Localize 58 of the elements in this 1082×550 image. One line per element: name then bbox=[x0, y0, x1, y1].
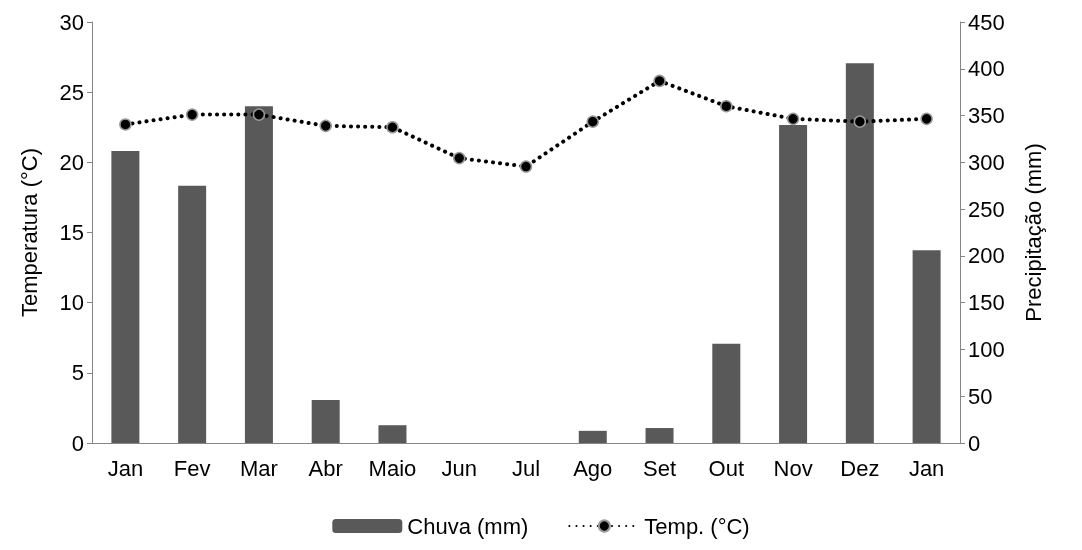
point bbox=[386, 121, 399, 134]
bar bbox=[111, 151, 140, 443]
y-tick-label: 30 bbox=[59, 9, 84, 35]
x-tick-label: Fev bbox=[173, 455, 211, 481]
bar bbox=[712, 343, 741, 443]
bar bbox=[912, 250, 941, 443]
y2-tick-label: 0 bbox=[968, 430, 981, 456]
y2-tick-label: 300 bbox=[968, 149, 1005, 175]
point bbox=[185, 108, 199, 121]
point bbox=[586, 115, 600, 128]
y-tick-label: 10 bbox=[59, 290, 84, 316]
y2-tick-label: 250 bbox=[968, 196, 1005, 222]
x-tick-label: Ago bbox=[573, 455, 613, 481]
y2-tick-label: 150 bbox=[968, 290, 1005, 316]
bar bbox=[244, 106, 273, 443]
x-tick-label: Jan bbox=[908, 455, 945, 481]
point bbox=[920, 112, 933, 126]
y-axis-title: Temperatura (°C) bbox=[16, 148, 42, 317]
point bbox=[252, 108, 266, 121]
x-tick-label: Nov bbox=[773, 455, 813, 481]
x-tick-label: Out bbox=[708, 455, 745, 481]
bar bbox=[845, 63, 874, 443]
point bbox=[319, 119, 332, 133]
x-tick-label: Jan bbox=[107, 455, 144, 481]
point bbox=[519, 160, 533, 173]
bar bbox=[311, 399, 340, 443]
y2-tick-label: 200 bbox=[968, 243, 1005, 269]
legend-label: Temp. (°C) bbox=[644, 513, 750, 539]
point bbox=[786, 112, 800, 126]
bar bbox=[178, 185, 207, 443]
x-tick-label: Abr bbox=[308, 455, 343, 481]
point bbox=[653, 74, 666, 88]
y-tick-label: 5 bbox=[71, 360, 84, 386]
y2-tick-label: 100 bbox=[968, 336, 1005, 362]
bar bbox=[578, 430, 607, 443]
y-tick-label: 0 bbox=[71, 430, 84, 456]
bar bbox=[378, 425, 407, 443]
point bbox=[452, 151, 466, 165]
y-tick-label: 25 bbox=[59, 79, 84, 105]
y2-tick-label: 50 bbox=[968, 383, 993, 409]
x-tick-label: Jul bbox=[511, 455, 541, 481]
point bbox=[119, 118, 132, 131]
y2-axis-title: Precipitação (mm) bbox=[1020, 143, 1046, 322]
y-tick-label: 20 bbox=[59, 149, 84, 175]
point bbox=[853, 115, 867, 128]
x-tick-label: Mar bbox=[239, 455, 278, 481]
y-tick-label: 15 bbox=[59, 220, 84, 245]
x-tick-label: Jun bbox=[441, 455, 477, 481]
y2-tick-label: 450 bbox=[968, 9, 1005, 35]
x-tick-label: Dez bbox=[840, 455, 880, 481]
x-tick-label: Maio bbox=[368, 455, 417, 481]
y2-tick-label: 350 bbox=[968, 103, 1005, 129]
x-tick-label: Set bbox=[643, 455, 677, 481]
legend-label: Chuva (mm) bbox=[407, 513, 529, 539]
bar bbox=[779, 124, 808, 443]
y2-tick-label: 400 bbox=[968, 56, 1005, 82]
bar bbox=[645, 428, 674, 443]
point bbox=[720, 99, 733, 113]
